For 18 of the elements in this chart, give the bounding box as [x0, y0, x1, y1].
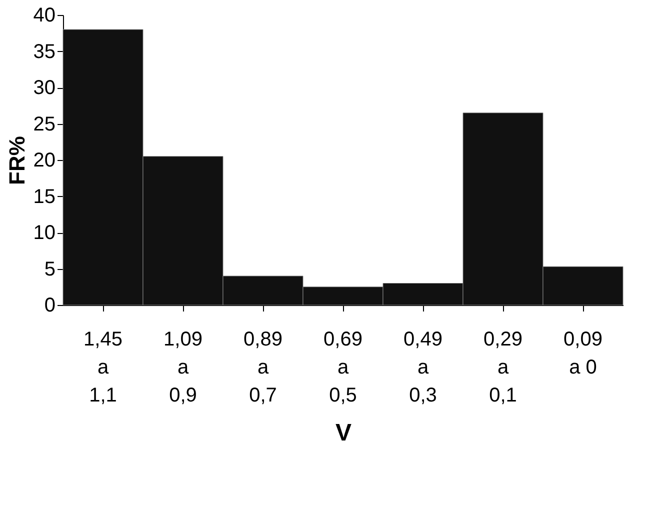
- x-axis-title: V: [335, 420, 352, 446]
- x-tick-label: 0,49 a 0,3: [404, 328, 442, 406]
- y-tick-label: 5: [44, 258, 56, 280]
- y-tick-label: 30: [33, 77, 56, 99]
- y-tick-label: 10: [33, 222, 56, 244]
- y-tick-label: 15: [33, 186, 56, 208]
- y-tick-label: 20: [33, 150, 56, 172]
- x-tick-label: 1,09 a 0,9: [164, 328, 202, 406]
- x-tick-label: 0,89 a 0,7: [244, 328, 282, 406]
- x-tick-label: 1,45 a 1,1: [84, 328, 122, 406]
- y-tick-label: 35: [33, 40, 56, 63]
- y-tick-label: 40: [33, 4, 56, 26]
- x-tick-label: 0,29 a 0,1: [484, 328, 522, 406]
- x-tick-label: 0,69 a 0,5: [324, 328, 362, 406]
- x-tick-label: 0,09 a 0: [564, 328, 602, 378]
- y-tick-label: 0: [44, 294, 56, 316]
- y-tick-label: 25: [33, 113, 56, 136]
- y-axis-title: FR%: [4, 136, 30, 185]
